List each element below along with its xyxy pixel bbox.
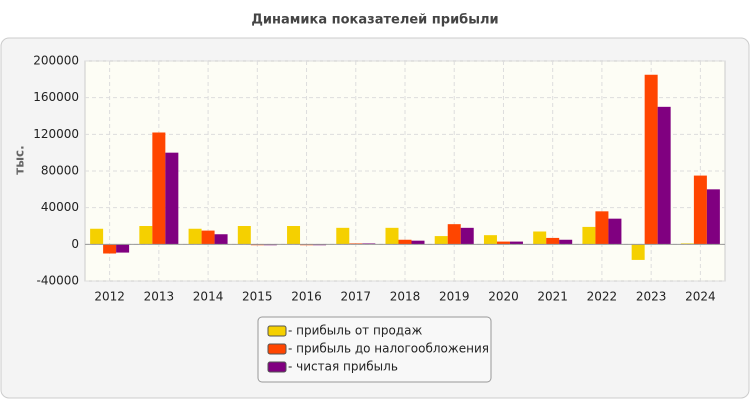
bar <box>693 175 707 245</box>
bar <box>483 235 497 245</box>
bar <box>608 218 622 245</box>
bar <box>509 241 523 245</box>
bar <box>237 226 251 245</box>
bar <box>411 240 425 245</box>
y-tick-label: 160000 <box>33 90 79 104</box>
x-tick-label: 2014 <box>193 290 224 304</box>
bar <box>460 227 474 245</box>
x-tick-label: 2012 <box>94 290 125 304</box>
legend-swatch <box>267 361 287 373</box>
x-tick-label: 2024 <box>685 290 716 304</box>
bar <box>139 226 153 245</box>
bar <box>336 227 350 245</box>
x-tick-label: 2022 <box>587 290 618 304</box>
bar <box>657 106 671 245</box>
x-tick-label: 2017 <box>340 290 371 304</box>
y-tick-label: 0 <box>71 237 79 251</box>
bar <box>706 189 720 245</box>
x-tick-label: 2016 <box>291 290 322 304</box>
legend-label: - прибыль от продаж <box>288 324 422 338</box>
bar <box>287 226 301 245</box>
plot-area <box>84 60 726 282</box>
bar <box>631 244 645 260</box>
bar <box>214 234 228 245</box>
chart-title: Динамика показателей прибыли <box>251 13 498 28</box>
bar <box>447 224 461 245</box>
legend-swatch <box>267 325 287 337</box>
y-tick-label: -40000 <box>36 274 79 288</box>
x-tick-label: 2023 <box>636 290 667 304</box>
bar <box>559 239 573 245</box>
x-tick-label: 2015 <box>242 290 273 304</box>
bar <box>165 152 179 245</box>
x-tick-label: 2021 <box>537 290 568 304</box>
legend <box>257 316 492 383</box>
y-tick-label: 120000 <box>33 127 79 141</box>
bar <box>103 244 117 254</box>
bar <box>90 228 104 245</box>
y-tick-label: 80000 <box>41 164 79 178</box>
x-tick-label: 2020 <box>488 290 519 304</box>
bar <box>188 228 202 245</box>
x-tick-label: 2019 <box>439 290 470 304</box>
y-tick-label: 200000 <box>33 54 79 68</box>
y-tick-label: 40000 <box>41 200 79 214</box>
bar <box>644 74 658 245</box>
bar <box>116 244 130 253</box>
legend-label: - прибыль до налогообложения <box>288 342 489 356</box>
bar <box>152 132 166 245</box>
bar <box>398 239 412 245</box>
bar <box>201 230 215 245</box>
y-axis-label: тыс. <box>13 145 27 174</box>
bar <box>385 227 399 245</box>
x-tick-label: 2013 <box>144 290 175 304</box>
bar <box>582 226 596 245</box>
bar <box>434 236 448 245</box>
bar <box>496 241 510 245</box>
bar <box>546 237 560 245</box>
x-tick-label: 2018 <box>390 290 421 304</box>
legend-label: - чистая прибыль <box>288 360 398 374</box>
legend-swatch <box>267 343 287 355</box>
bar <box>533 231 547 245</box>
bar <box>595 211 609 245</box>
